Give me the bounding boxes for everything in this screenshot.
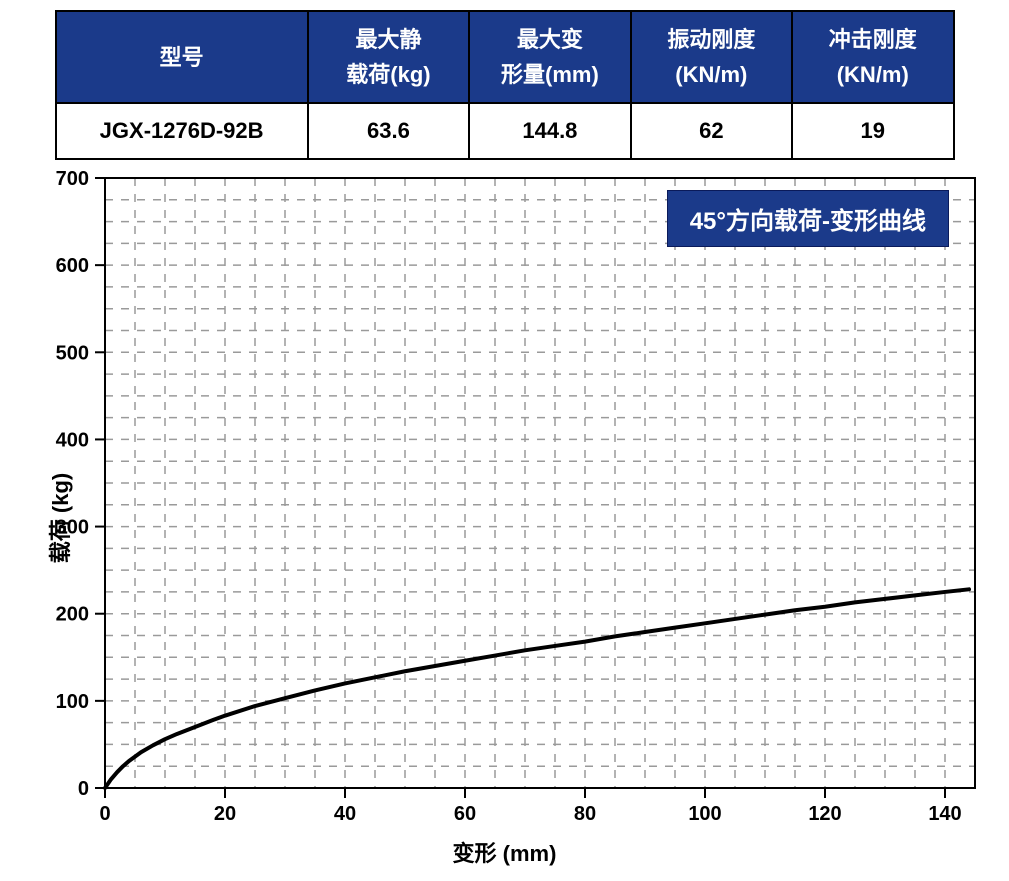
x-tick-label: 0 [99,803,110,825]
table-cell: 19 [792,103,953,159]
table-cell: 62 [631,103,792,159]
chart-xlabel: 变形 (mm) [453,836,557,868]
spec-table: 型号最大静载荷(kg)最大变形量(mm)振动刚度(KN/m)冲击刚度(KN/m)… [55,10,955,160]
x-tick-label: 20 [214,803,236,825]
x-tick-label: 40 [334,803,356,825]
x-tick-label: 60 [454,803,476,825]
y-tick-label: 100 [56,691,89,713]
table-cell: 144.8 [469,103,630,159]
y-tick-label: 500 [56,343,89,365]
chart-title: 45°方向载荷-变形曲线 [667,190,949,247]
y-tick-label: 0 [78,778,89,800]
table-cell: 63.6 [308,103,469,159]
table-header: 最大变形量(mm) [469,11,630,103]
chart-ylabel: 载荷 (kg) [43,473,75,563]
y-tick-label: 200 [56,604,89,626]
table-header: 冲击刚度(KN/m) [792,11,953,103]
x-tick-label: 120 [808,803,841,825]
chart-svg: 0204060801001201400100200300400500600700 [10,168,999,868]
y-tick-label: 600 [56,256,89,278]
y-tick-label: 400 [56,430,89,452]
table-header: 振动刚度(KN/m) [631,11,792,103]
table-header: 型号 [56,11,308,103]
y-tick-label: 700 [56,168,89,190]
x-tick-label: 140 [928,803,961,825]
x-tick-label: 80 [574,803,596,825]
table-cell: JGX-1276D-92B [56,103,308,159]
x-tick-label: 100 [688,803,721,825]
table-header: 最大静载荷(kg) [308,11,469,103]
chart-container: 载荷 (kg) 02040608010012014001002003004005… [10,168,999,868]
